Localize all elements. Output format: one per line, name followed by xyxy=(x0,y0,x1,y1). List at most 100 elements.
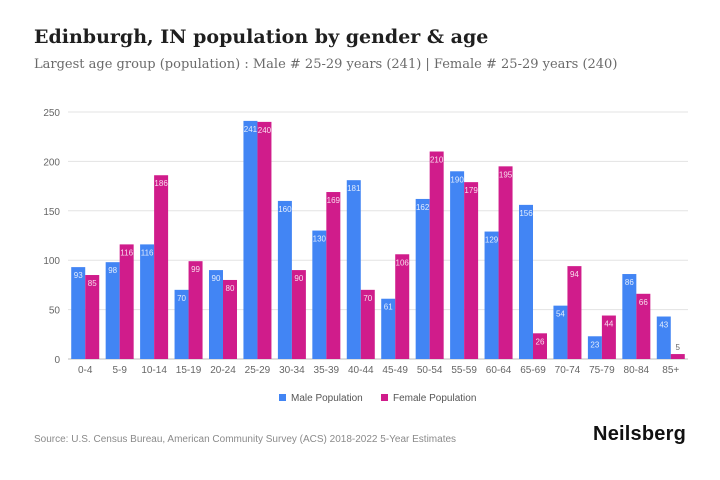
male-bar xyxy=(71,267,86,359)
data-label: 210 xyxy=(430,156,444,165)
female-bar xyxy=(464,182,479,359)
male-bar xyxy=(105,262,120,359)
legend-swatch xyxy=(381,394,388,401)
data-label: 70 xyxy=(177,294,186,303)
x-tick-label: 20-24 xyxy=(210,365,236,376)
data-label: 61 xyxy=(384,303,393,312)
data-label: 44 xyxy=(604,320,613,329)
x-tick-label: 70-74 xyxy=(555,365,581,376)
bars xyxy=(71,120,685,359)
male-bar xyxy=(622,274,637,359)
y-tick-label: 0 xyxy=(54,355,60,366)
x-tick-label: 65-69 xyxy=(520,365,546,376)
data-label: 240 xyxy=(258,126,272,135)
x-tick-label: 45-49 xyxy=(382,365,408,376)
data-label: 85 xyxy=(88,279,97,288)
data-label: 26 xyxy=(536,337,545,346)
y-axis-ticks: 0 50 100 150 200 250 xyxy=(43,108,60,366)
gridlines xyxy=(68,111,688,360)
data-label: 241 xyxy=(244,125,258,134)
legend: Male Population Female Population xyxy=(279,393,476,404)
female-bar xyxy=(188,261,203,359)
male-bar xyxy=(450,171,465,359)
male-bar xyxy=(174,289,189,359)
male-bar xyxy=(140,244,155,359)
data-label: 86 xyxy=(625,278,634,287)
female-bar xyxy=(636,293,651,359)
female-bar xyxy=(154,175,169,359)
female-bar xyxy=(395,254,410,359)
legend-swatch xyxy=(279,394,286,401)
data-label: 90 xyxy=(294,274,303,283)
data-label: 156 xyxy=(519,209,533,218)
x-tick-label: 80-84 xyxy=(624,365,650,376)
data-label: 5 xyxy=(676,343,681,352)
x-tick-label: 60-64 xyxy=(486,365,512,376)
female-bar xyxy=(326,192,341,359)
x-tick-label: 85+ xyxy=(662,365,679,376)
data-label: 99 xyxy=(191,265,200,274)
data-label: 179 xyxy=(464,186,478,195)
legend-item-female: Female Population xyxy=(381,393,476,404)
data-label: 181 xyxy=(347,184,361,193)
female-bar xyxy=(291,270,306,359)
data-label: 129 xyxy=(485,236,499,245)
male-bar xyxy=(553,305,568,359)
male-bar xyxy=(243,120,258,359)
data-label: 160 xyxy=(278,205,292,214)
legend-label: Male Population xyxy=(291,393,363,404)
x-axis-ticks: 0-4 5-9 10-14 15-19 20-24 25-29 30-34 35-39 40-4… xyxy=(78,365,679,376)
female-bar xyxy=(223,279,237,359)
female-bar xyxy=(601,315,616,359)
female-bar xyxy=(533,333,547,359)
y-tick-label: 150 xyxy=(43,207,60,218)
y-tick-label: 100 xyxy=(43,256,60,267)
data-label: 93 xyxy=(74,271,83,280)
male-bar xyxy=(209,270,223,359)
data-label: 169 xyxy=(327,196,341,205)
data-label: 90 xyxy=(212,274,221,283)
x-tick-label: 50-54 xyxy=(417,365,443,376)
x-tick-label: 15-19 xyxy=(176,365,202,376)
female-bar xyxy=(360,289,375,359)
source-note: Source: U.S. Census Bureau, American Com… xyxy=(34,434,457,445)
legend-item-male: Male Population xyxy=(279,393,363,404)
x-tick-label: 35-39 xyxy=(314,365,340,376)
x-tick-label: 75-79 xyxy=(589,365,615,376)
data-label: 130 xyxy=(313,235,327,244)
x-tick-label: 55-59 xyxy=(451,365,477,376)
data-label: 116 xyxy=(141,248,154,257)
male-bar xyxy=(519,204,533,359)
x-tick-label: 30-34 xyxy=(279,365,305,376)
male-bar xyxy=(381,298,396,359)
brand-logo: Neilsberg xyxy=(593,423,686,445)
male-bar xyxy=(415,198,430,359)
female-bar xyxy=(670,354,685,359)
chart-title: Edinburgh, IN population by gender & age xyxy=(34,26,489,48)
data-label: 23 xyxy=(590,340,599,349)
legend-label: Female Population xyxy=(393,393,476,404)
x-tick-label: 5-9 xyxy=(112,365,127,376)
data-label: 98 xyxy=(108,266,117,275)
x-tick-label: 10-14 xyxy=(141,365,167,376)
male-bar xyxy=(312,230,327,359)
male-bar xyxy=(277,200,292,359)
female-bar xyxy=(85,275,100,359)
female-bar xyxy=(567,266,582,359)
y-tick-label: 200 xyxy=(43,157,60,168)
male-bar xyxy=(346,180,361,359)
data-label: 162 xyxy=(416,203,430,212)
female-bar xyxy=(119,244,134,359)
male-bar xyxy=(484,231,499,359)
data-label: 190 xyxy=(450,175,464,184)
data-label: 54 xyxy=(556,310,565,319)
x-tick-label: 25-29 xyxy=(245,365,271,376)
data-label: 116 xyxy=(120,248,133,257)
chart-subtitle: Largest age group (population) : Male # … xyxy=(34,57,618,72)
data-label: 80 xyxy=(226,284,235,293)
male-bar xyxy=(587,336,602,359)
data-label: 43 xyxy=(659,321,668,330)
male-bar xyxy=(656,316,671,359)
